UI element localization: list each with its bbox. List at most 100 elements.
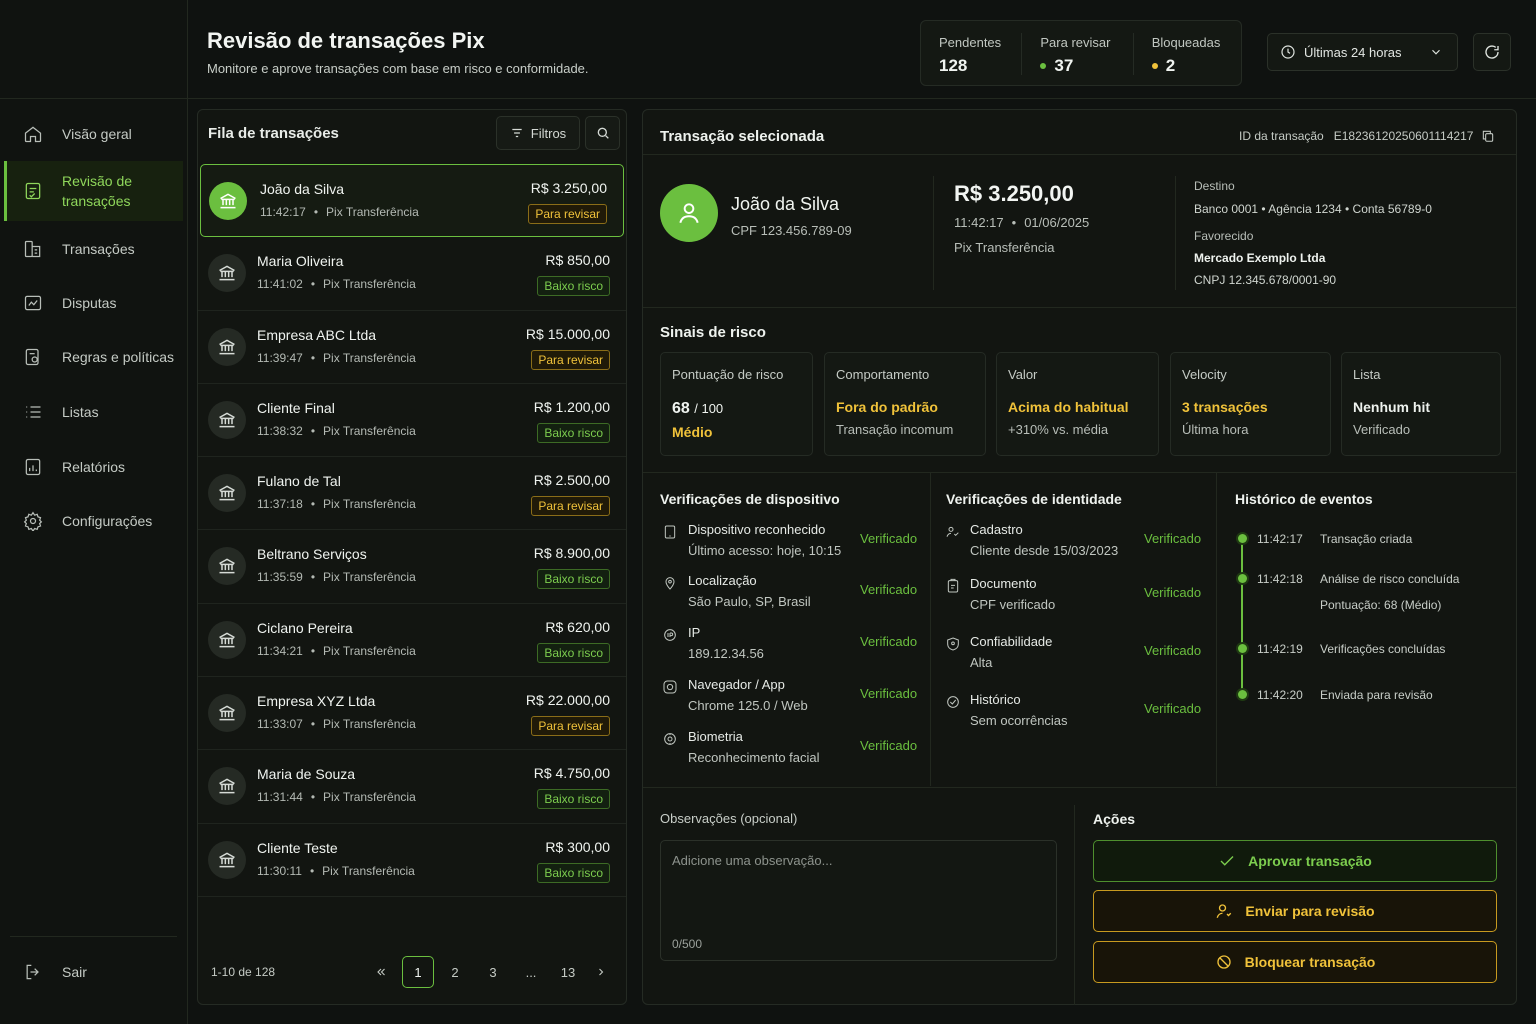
- notes-field[interactable]: Adicione uma observação... 0/500: [660, 840, 1057, 961]
- row-name: Cliente Final: [257, 399, 335, 416]
- search-button[interactable]: [585, 116, 620, 150]
- refresh-icon: [1485, 45, 1499, 59]
- page-2[interactable]: 2: [451, 964, 459, 980]
- biometry-icon: [662, 731, 678, 747]
- page-3[interactable]: 3: [489, 964, 497, 980]
- logout-label: Sair: [62, 964, 87, 980]
- transaction-row[interactable]: Cliente Final 11:38:32 • Pix Transferência R…: [198, 384, 626, 458]
- time-range-select[interactable]: Últimas 24 horas: [1267, 33, 1458, 71]
- risk-score-card: Pontuação de risco 68 / 100 Médio: [660, 352, 813, 456]
- refresh-button[interactable]: [1473, 33, 1511, 71]
- transaction-id-value: E18236120250601114217: [1333, 129, 1474, 143]
- check-status: Verificado: [1144, 531, 1202, 546]
- transaction-row[interactable]: Maria de Souza 11:31:44 • Pix Transferência…: [198, 750, 626, 824]
- row-type: Pix Transferência: [326, 205, 419, 219]
- check-status: Verificado: [1144, 643, 1202, 658]
- device-icon: [662, 524, 678, 540]
- sidebar-item-label: Listas: [62, 404, 99, 420]
- filter-button[interactable]: Filtros: [496, 116, 580, 150]
- sidebar-item-relatorios[interactable]: Relatórios: [4, 449, 183, 485]
- page-13[interactable]: 13: [560, 964, 576, 980]
- row-amount: R$ 22.000,00: [525, 692, 610, 709]
- risk-card-sub: Última hora: [1182, 422, 1249, 437]
- transaction-row[interactable]: João da Silva 11:42:17 • Pix Transferência R…: [200, 164, 624, 238]
- sidebar-item-disputas[interactable]: Disputas: [4, 285, 183, 321]
- check-sub: São Paulo, SP, Brasil: [688, 594, 811, 609]
- timeline-dot: [1238, 690, 1247, 699]
- check-sub: Cliente desde 15/03/2023: [970, 543, 1119, 558]
- transaction-row[interactable]: Beltrano Serviços 11:35:59 • Pix Transferên…: [198, 530, 626, 604]
- user-check-icon: [945, 524, 961, 540]
- bank-icon: [208, 400, 246, 439]
- risk-score-label: Pontuação de risco: [672, 367, 784, 382]
- check-sub: Alta: [970, 655, 993, 670]
- sidebar-item-visao-geral[interactable]: Visão geral: [4, 116, 183, 152]
- header-divider: [188, 98, 1536, 99]
- next-page-icon[interactable]: [590, 956, 612, 988]
- row-name: Maria de Souza: [257, 766, 356, 783]
- row-time: 11:34:21: [257, 643, 303, 658]
- copy-icon[interactable]: [1481, 129, 1495, 143]
- stat-value-text: 37: [1054, 56, 1074, 75]
- transaction-row[interactable]: Ciclano Pereira 11:34:21 • Pix Transferênci…: [198, 604, 626, 678]
- row-meta: 11:34:21 • Pix Transferência: [257, 643, 416, 658]
- row-type: Pix Transferência: [323, 423, 416, 438]
- transaction-row[interactable]: Cliente Teste 11:30:11 • Pix Transferência R…: [198, 824, 626, 897]
- row-time: 11:42:17: [260, 205, 306, 219]
- risk-title: Sinais de risco: [660, 324, 766, 341]
- payer-doc: CPF 123.456.789-09: [731, 223, 852, 238]
- transaction-row[interactable]: Fulano de Tal 11:37:18 • Pix Transferência R…: [198, 457, 626, 531]
- send-review-button[interactable]: Enviar para revisão: [1093, 890, 1497, 932]
- sidebar-item-regras[interactable]: Regras e políticas: [4, 339, 183, 375]
- page-1[interactable]: 1: [402, 956, 434, 988]
- status-badge: Baixo risco: [537, 642, 610, 663]
- transaction-row[interactable]: Maria Oliveira 11:41:02 • Pix Transferência…: [198, 237, 626, 311]
- sidebar-item-label: Relatórios: [62, 459, 126, 475]
- identity-check-item: Documento CPF verificado: [970, 576, 1055, 612]
- sidebar-item-revisao[interactable]: Revisão de transações: [4, 161, 183, 221]
- bank-icon: [208, 327, 246, 366]
- block-icon: [1216, 955, 1231, 969]
- transaction-row[interactable]: Empresa XYZ Ltda 11:33:07 • Pix Transferênc…: [198, 677, 626, 751]
- timeline-line: [1241, 541, 1243, 696]
- check-sub: Reconhecimento facial: [688, 750, 820, 765]
- transaction-id-label: ID da transação: [1239, 129, 1324, 143]
- block-button[interactable]: Bloquear transação: [1093, 941, 1497, 983]
- transaction-list: João da Silva 11:42:17 • Pix Transferência R…: [198, 164, 626, 897]
- stat-value: 128: [939, 56, 1021, 76]
- logout-button[interactable]: Sair: [4, 954, 183, 990]
- bank-icon: [208, 254, 246, 293]
- check-status: Verificado: [1144, 701, 1202, 716]
- row-name: Empresa ABC Ltda: [257, 326, 377, 343]
- sidebar-item-transacoes[interactable]: Transações: [4, 231, 183, 267]
- check-status: Verificado: [860, 686, 918, 701]
- page-subtitle: Monitore e aprove transações com base em…: [207, 61, 589, 76]
- sidebar-item-listas[interactable]: Listas: [4, 394, 183, 430]
- transaction-amount: R$ 3.250,00: [954, 181, 1074, 206]
- shield-icon: [945, 636, 961, 652]
- prev-page-icon[interactable]: [370, 956, 392, 988]
- check-label: Navegador / App: [688, 677, 785, 692]
- transaction-row[interactable]: Empresa ABC Ltda 11:39:47 • Pix Transferênc…: [198, 311, 626, 384]
- approve-button[interactable]: Aprovar transação: [1093, 840, 1497, 882]
- stat-label: Bloqueadas: [1151, 35, 1221, 50]
- sidebar-divider: [0, 98, 187, 99]
- timeline-dot: [1238, 534, 1247, 543]
- check-label: Cadastro: [970, 522, 1023, 537]
- user-review-icon: [1217, 904, 1232, 918]
- sidebar-item-configuracoes[interactable]: Configurações: [4, 503, 183, 539]
- status-badge: Baixo risco: [537, 422, 610, 443]
- user-icon: [679, 203, 699, 224]
- check-status: Verificado: [1144, 585, 1202, 600]
- risk-score-value: 68: [672, 400, 690, 417]
- row-meta: 11:42:17 • Pix Transferência: [260, 205, 419, 219]
- stat-pendentes: Pendentes 128: [921, 21, 1021, 85]
- actions-title: Ações: [1093, 811, 1136, 827]
- row-meta: 11:39:47 • Pix Transferência: [257, 350, 416, 365]
- row-meta: 11:38:32 • Pix Transferência: [257, 423, 416, 438]
- divider: [1175, 176, 1176, 290]
- row-meta: 11:30:11 • Pix Transferência: [257, 863, 415, 878]
- check-status: Verificado: [860, 634, 918, 649]
- destino-label: Destino: [1194, 179, 1235, 193]
- destino-value: Banco 0001 • Agência 1234 • Conta 56789-…: [1194, 202, 1432, 216]
